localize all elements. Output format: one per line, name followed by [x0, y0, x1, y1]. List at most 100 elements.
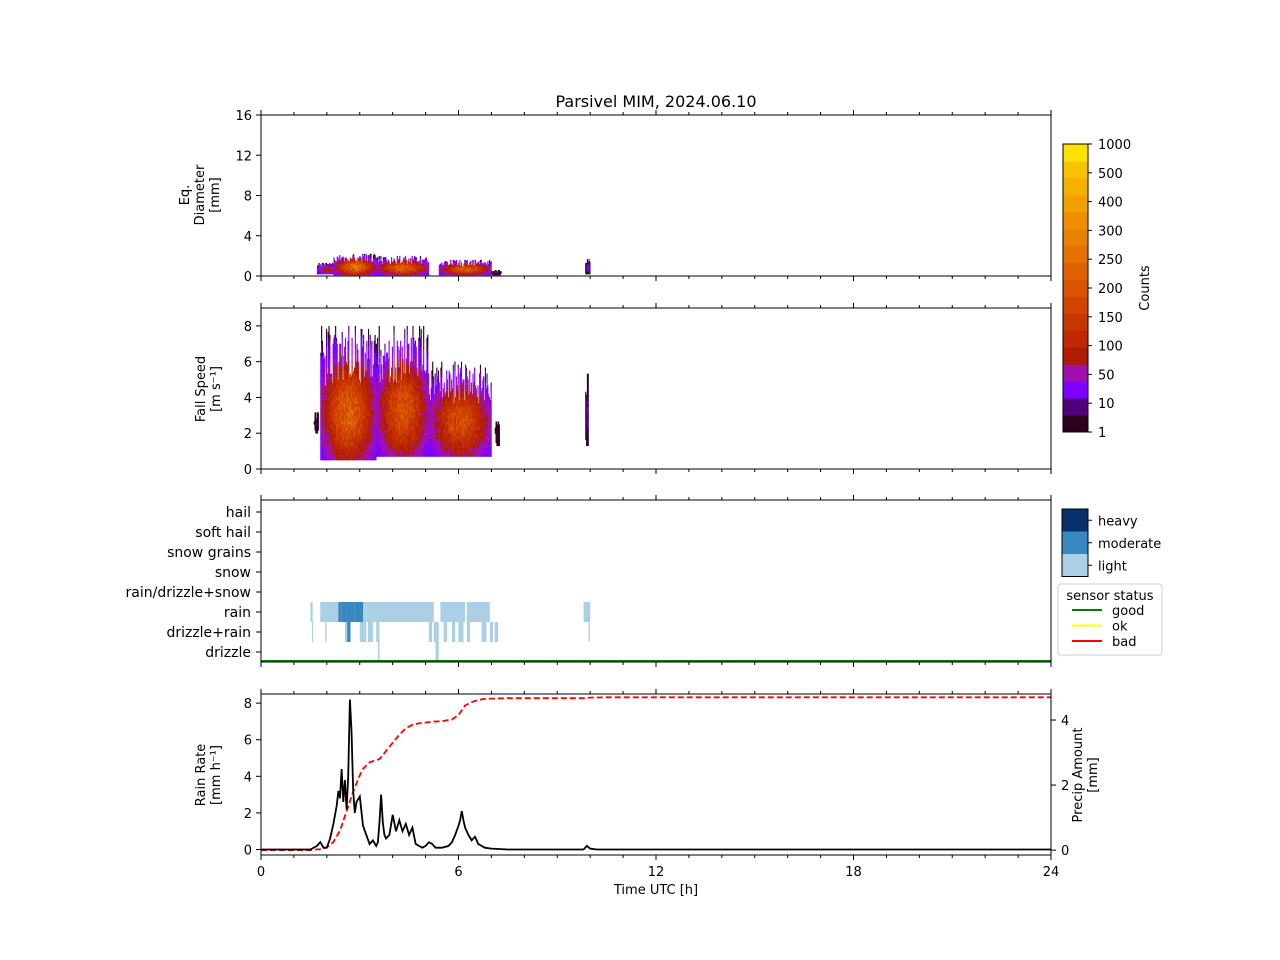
heat-cell — [416, 268, 418, 271]
heat-cell — [339, 257, 341, 260]
heat-cell — [367, 268, 369, 271]
heat-cell — [425, 259, 427, 262]
heat-cell — [456, 267, 458, 270]
heat-cell — [362, 448, 364, 452]
heat-cell — [382, 266, 384, 268]
heat-cell — [349, 260, 351, 262]
heat-cell — [359, 409, 361, 413]
heat-cell — [349, 273, 351, 276]
heat-cell — [421, 260, 423, 263]
heat-cell — [479, 263, 481, 266]
heat-cell — [316, 272, 319, 275]
heat-cell — [346, 412, 348, 416]
heat-cell — [369, 397, 371, 401]
heat-cell — [391, 267, 393, 269]
heat-cell — [375, 433, 377, 437]
heat-cell — [327, 352, 329, 357]
heat-cell — [324, 271, 326, 274]
heat-cell — [469, 271, 471, 273]
heat-cell — [585, 270, 587, 272]
heat-cell — [455, 266, 457, 268]
heat-cell — [438, 266, 440, 268]
heat-cell — [467, 272, 469, 275]
heat-cell — [386, 263, 388, 266]
heat-cell — [322, 400, 324, 404]
heat-cell — [363, 270, 365, 272]
heat-cell — [443, 272, 445, 275]
heat-cell — [586, 264, 588, 266]
heat-cell — [367, 376, 369, 380]
heat-cell — [366, 265, 368, 267]
heat-cell — [339, 343, 341, 348]
heat-cell — [327, 272, 329, 275]
heat-cell — [360, 370, 362, 374]
heat-cell — [335, 457, 337, 461]
heat-cell — [340, 406, 342, 410]
heat-cell — [331, 269, 333, 271]
heat-cell — [361, 337, 363, 342]
heat-cell — [387, 262, 389, 264]
heat-cell — [358, 367, 360, 371]
heat-cell — [447, 272, 449, 275]
heat-cell — [320, 373, 322, 377]
heat-cell — [419, 268, 421, 271]
heat-cell — [334, 415, 336, 419]
heat-cell — [360, 385, 362, 389]
heat-cell — [464, 269, 466, 272]
heat-cell — [421, 262, 423, 264]
heat-cell — [358, 266, 360, 268]
heat-cell — [326, 269, 328, 271]
heat-cell — [417, 262, 419, 264]
heat-cell — [375, 261, 377, 263]
heat-cell — [419, 272, 421, 275]
heat-cell — [358, 385, 361, 389]
heat-cell — [484, 266, 486, 268]
heat-cell — [378, 267, 380, 269]
heat-cell — [328, 442, 330, 446]
heat-cell — [338, 263, 340, 266]
heat-cell — [458, 273, 460, 276]
heat-cell — [416, 264, 418, 267]
heat-cell — [365, 445, 367, 449]
heat-cell — [478, 262, 480, 264]
heat-cell — [491, 271, 493, 273]
heat-cell — [483, 266, 485, 268]
heat-cell — [367, 349, 370, 354]
heat-cell — [335, 361, 338, 365]
heat-cell — [374, 270, 376, 272]
heat-cell — [394, 260, 396, 263]
heat-cell — [343, 258, 345, 261]
heat-cell — [333, 391, 335, 395]
heat-cell — [362, 457, 364, 461]
heat-cell — [373, 424, 375, 428]
heat-cell — [391, 259, 393, 262]
heat-cell — [418, 260, 420, 263]
heat-cell — [315, 427, 317, 431]
heat-cell — [367, 272, 369, 275]
heat-cell — [369, 421, 371, 425]
heat-cell — [371, 361, 373, 365]
heat-cell — [367, 448, 369, 452]
heat-cell — [336, 400, 338, 404]
heat-cell — [363, 376, 365, 380]
heat-cell — [454, 271, 456, 273]
heat-cell — [322, 355, 324, 359]
heat-cell — [335, 409, 337, 413]
heat-cell — [350, 272, 352, 275]
heat-cell — [388, 273, 390, 276]
heat-cell — [482, 267, 484, 270]
heat-cell — [363, 260, 365, 262]
heat-cell — [361, 270, 363, 272]
heat-cell — [399, 273, 401, 276]
heat-cell — [470, 272, 472, 275]
heat-cell — [494, 273, 496, 276]
heat-cell — [366, 439, 368, 443]
heat-cell — [371, 400, 373, 404]
heat-cell — [332, 397, 334, 401]
heat-cell — [356, 400, 358, 404]
heat-cell — [365, 388, 367, 392]
heat-cell — [341, 340, 343, 345]
heat-cell — [479, 268, 481, 271]
heat-cell — [374, 343, 376, 348]
heat-cell — [351, 343, 353, 348]
